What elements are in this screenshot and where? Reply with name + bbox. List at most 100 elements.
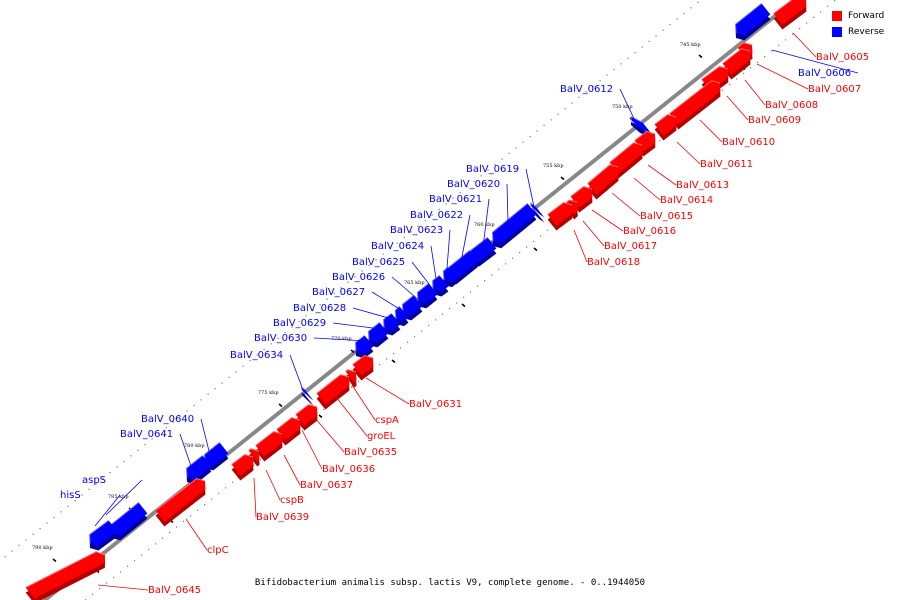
gene-label[interactable]: BalV_0612 (560, 84, 613, 95)
tick-mark (461, 303, 466, 308)
gene-arrow[interactable] (609, 142, 643, 174)
gene-arrow[interactable] (345, 369, 357, 383)
gene-arrow[interactable] (735, 3, 771, 36)
gene-arrow[interactable] (432, 275, 449, 292)
gene-label[interactable]: BalV_0645 (148, 585, 201, 596)
gene-arrow[interactable] (669, 80, 721, 125)
gene-label[interactable]: BalV_0620 (447, 179, 500, 190)
gene-arrow[interactable] (276, 417, 301, 441)
gene-label-line (676, 141, 701, 165)
gene-arrow[interactable] (111, 502, 148, 536)
gene-label[interactable]: BalV_0611 (700, 159, 753, 170)
gene-label-line (301, 429, 323, 470)
position-dot (193, 404, 195, 407)
gene-label[interactable]: BalV_0625 (352, 257, 405, 268)
gene-arrow[interactable] (470, 237, 497, 262)
gene-arrow[interactable] (773, 0, 807, 25)
position-dot (158, 432, 160, 435)
gene-label[interactable]: BalV_0624 (371, 241, 424, 252)
gene-label[interactable]: cspA (375, 415, 399, 426)
gene-label[interactable]: hisS (60, 490, 81, 501)
gene-arrow[interactable] (255, 431, 283, 457)
gene-label[interactable]: BalV_0636 (322, 464, 375, 475)
position-dot (11, 550, 13, 552)
position-dot (487, 169, 489, 171)
gene-arrow[interactable] (654, 114, 677, 136)
gene-arrow[interactable] (492, 203, 537, 244)
tick-mark (278, 403, 283, 408)
tick-mark (533, 247, 538, 252)
gene-arrow[interactable] (204, 442, 229, 466)
gene-arrow[interactable] (352, 355, 374, 376)
gene-label[interactable]: BalV_0622 (410, 210, 463, 221)
gene-label[interactable]: BalV_0627 (312, 287, 365, 298)
tick-label: 765 kbp (404, 280, 425, 286)
gene-label[interactable]: BalV_0629 (273, 318, 326, 329)
gene-label[interactable]: cspB (280, 495, 304, 506)
tick-label: 790 kbp (32, 545, 53, 551)
gene-label[interactable]: BalV_0623 (390, 225, 443, 236)
gene-label[interactable]: BalV_0635 (344, 447, 397, 458)
gene-label[interactable]: BalV_0628 (293, 303, 346, 314)
gene-label[interactable]: BalV_0637 (300, 480, 353, 491)
position-dot (519, 252, 521, 254)
position-dot (736, 78, 738, 80)
gene-label[interactable]: BalV_0614 (660, 195, 713, 206)
gene-arrow[interactable] (355, 335, 374, 354)
gene-label[interactable]: BalV_0616 (623, 226, 676, 237)
gene-label[interactable]: aspS (82, 475, 106, 486)
gene-arrow[interactable] (25, 551, 105, 599)
position-dot (351, 386, 353, 388)
gene-label[interactable]: BalV_0605 (816, 52, 869, 63)
gene-label[interactable]: clpC (207, 545, 229, 556)
position-dot (428, 324, 430, 327)
gene-label[interactable]: BalV_0639 (256, 512, 309, 523)
gene-label-line (105, 479, 143, 516)
gene-arrow[interactable] (186, 455, 212, 480)
position-dot (260, 459, 262, 461)
gene-arrow[interactable] (295, 404, 318, 426)
gene-label[interactable]: BalV_0641 (120, 429, 173, 440)
gene-label-line (726, 95, 749, 121)
position-dot (270, 343, 272, 345)
gene-label[interactable]: BalV_0608 (765, 100, 818, 111)
gene-label-line (94, 494, 121, 527)
position-dot (557, 113, 559, 115)
gene-arrow[interactable] (155, 478, 206, 522)
gene-label[interactable]: BalV_0619 (466, 164, 519, 175)
gene-arrow[interactable] (89, 520, 118, 546)
gene-label-line (371, 291, 407, 314)
position-dot (197, 509, 199, 511)
gene-arrow[interactable] (587, 164, 619, 195)
gene-label[interactable]: BalV_0607 (808, 84, 861, 95)
gene-label[interactable]: BalV_0610 (722, 137, 775, 148)
gene-label[interactable]: groEL (367, 431, 396, 442)
gene-label[interactable]: BalV_0640 (141, 414, 194, 425)
gene-label[interactable]: BalV_0631 (409, 399, 462, 410)
gene-arrow[interactable] (231, 454, 254, 476)
gene-arrow[interactable] (631, 116, 652, 134)
gene-label[interactable]: BalV_0615 (640, 211, 693, 222)
position-dot (169, 532, 171, 534)
gene-label[interactable]: BalV_0617 (604, 241, 657, 252)
gene-label[interactable]: BalV_0618 (587, 257, 640, 268)
position-dot (333, 292, 335, 295)
gene-label[interactable]: BalV_0630 (254, 333, 307, 344)
gene-arrow[interactable] (447, 250, 479, 280)
position-dot (291, 326, 293, 328)
gene-label[interactable]: BalV_0626 (332, 272, 385, 283)
gene-label-line (633, 177, 661, 201)
gene-label-line (482, 198, 490, 248)
gene-label[interactable]: BalV_0634 (230, 350, 283, 361)
gene-arrow[interactable] (722, 48, 751, 75)
gene-label[interactable]: BalV_0606 (798, 68, 851, 79)
gene-arrow[interactable] (301, 387, 314, 401)
gene-arrow[interactable] (547, 202, 573, 226)
gene-label[interactable]: BalV_0609 (748, 115, 801, 126)
gene-arrow[interactable] (248, 448, 260, 462)
position-dot (109, 472, 111, 474)
gene-label[interactable]: BalV_0621 (429, 194, 482, 205)
gene-label[interactable]: BalV_0613 (676, 180, 729, 191)
gene-arrow[interactable] (395, 306, 409, 322)
gene-arrow[interactable] (316, 374, 350, 405)
